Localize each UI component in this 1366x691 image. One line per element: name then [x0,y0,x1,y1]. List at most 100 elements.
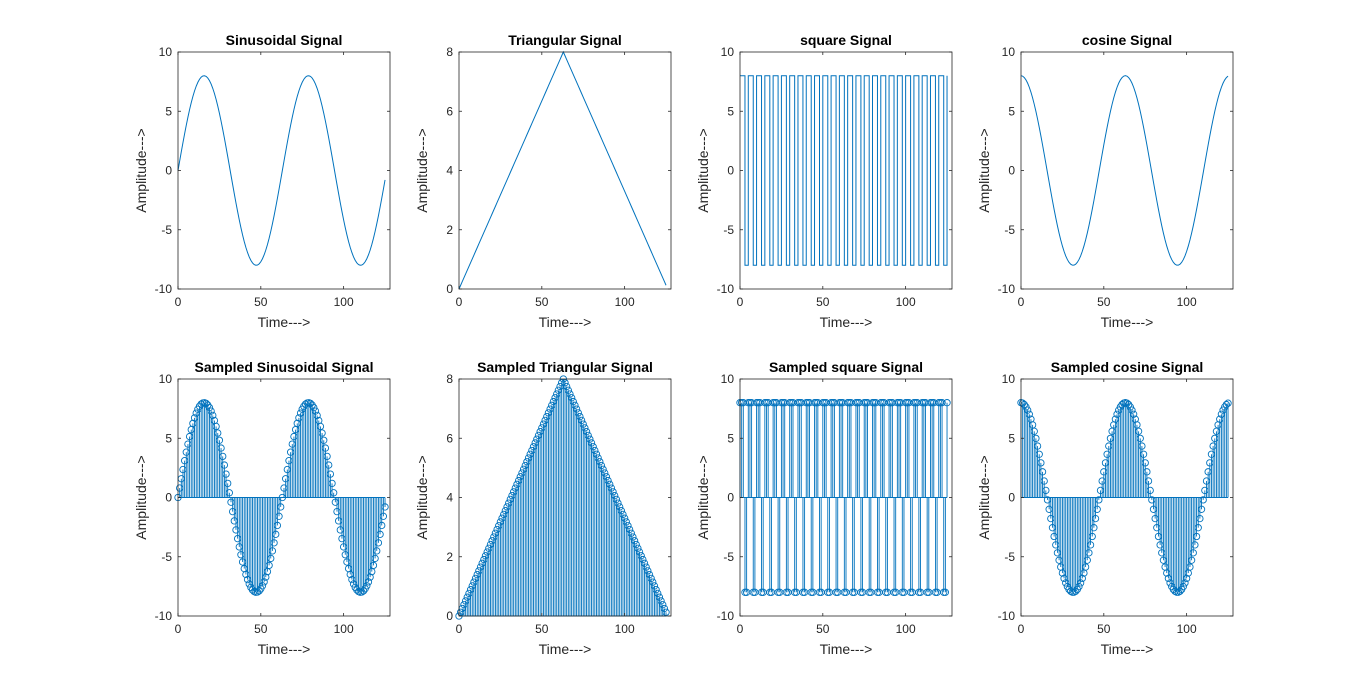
stem-marker [318,429,326,437]
stem-marker [645,570,654,579]
x-axis-label: Time---> [258,314,311,330]
axes-box [739,51,953,290]
axes-box [177,51,391,290]
series-8 [1017,399,1232,596]
stem-marker [609,488,617,496]
series-2 [458,50,667,290]
stem-marker [225,489,233,497]
y-axis-label: Amplitude---> [414,128,430,212]
signal-line [177,75,386,266]
y-tick-label: 0 [1008,491,1015,505]
stem-marker [606,480,614,488]
stem-marker [222,470,230,478]
stem-marker [1189,549,1197,557]
stem-marker [1032,434,1040,443]
stem-marker [1086,541,1095,549]
x-tick-label: 100 [334,295,354,309]
y-tick-label: 2 [446,223,453,237]
axes-box [1020,51,1234,290]
stem-marker [1181,579,1189,587]
y-tick-label: 6 [446,104,453,118]
stem-marker [328,479,336,488]
stem-marker [620,514,629,522]
y-tick-label: 6 [446,431,453,445]
stem-marker [1139,450,1148,458]
stem-marker [313,411,321,420]
y-tick-label: 0 [165,164,172,178]
y-tick-label: 8 [446,372,453,386]
stem-marker [587,439,596,447]
subplot-title: Sampled Triangular Signal [477,359,653,375]
stem-marker [310,403,318,412]
stem-marker [1194,524,1202,532]
stem-marker [601,469,609,477]
y-tick-label: -5 [161,223,172,237]
y-tick-label: -5 [1004,550,1015,564]
y-tick-label: 0 [446,282,453,296]
stem-marker [363,582,371,590]
stem-marker [323,452,331,461]
stem-marker [1191,541,1199,549]
x-tick-label: 50 [535,622,549,636]
stem-marker [584,431,592,440]
stem-marker [258,582,267,590]
x-tick-label: 0 [737,295,744,309]
axes-box [458,51,672,290]
stem-marker [938,399,946,407]
stem-marker [602,473,611,481]
stem-marker [644,567,652,575]
stem-marker [1128,406,1136,414]
stem-marker [594,454,602,462]
stem-marker [657,597,665,605]
stem-marker [1083,556,1091,564]
stem-marker [374,539,383,547]
stem-marker [275,512,283,520]
stem-marker [273,521,282,530]
stem-marker [1224,399,1232,407]
stem-marker [1187,556,1196,564]
x-axis-label: Time---> [820,314,873,330]
stem-marker [597,461,606,470]
stem-marker [1186,563,1194,571]
stem-marker [1078,574,1086,583]
series-7 [736,399,951,596]
stem-marker [1025,410,1033,418]
y-tick-label: 4 [446,491,453,505]
stem-marker [655,593,664,601]
stem-marker [330,489,338,497]
subplot-title: Triangular Signal [508,32,622,48]
y-tick-label: 5 [165,104,172,118]
stem-marker [589,443,597,451]
x-tick-label: 0 [1018,295,1025,309]
stem-marker [639,555,647,564]
stem-marker [381,503,389,511]
stem-marker [569,397,577,406]
y-tick-label: -5 [723,550,734,564]
stem-marker [1085,549,1093,557]
subplot-3: 0 50 100 -10 -5 0 5 10 square Signal Time---> Ampl… [695,32,953,330]
x-tick-label: 100 [1177,295,1197,309]
stem-marker [599,465,607,473]
stem-marker [320,436,328,444]
stem-marker [630,537,639,545]
y-tick-label: 0 [446,609,453,623]
x-tick-label: 50 [1097,295,1111,309]
x-axis-label: Time---> [1101,641,1154,657]
stem-marker [212,422,220,431]
stem-marker [660,604,669,613]
subplot-title: square Signal [800,32,892,48]
y-axis-label: Amplitude---> [695,455,711,539]
x-tick-label: 100 [334,622,354,636]
stem-marker [219,452,227,461]
stem-marker [1030,427,1038,435]
x-axis-label: Time---> [258,641,311,657]
stem-marker [364,578,373,586]
x-tick-label: 100 [615,622,635,636]
stem-marker [1144,477,1153,485]
y-tick-label: 10 [159,372,173,386]
stem-marker [561,379,569,387]
stem-marker [654,589,662,598]
y-tick-label: 5 [1008,431,1015,445]
x-tick-label: 100 [615,295,635,309]
stem-marker [604,476,612,485]
